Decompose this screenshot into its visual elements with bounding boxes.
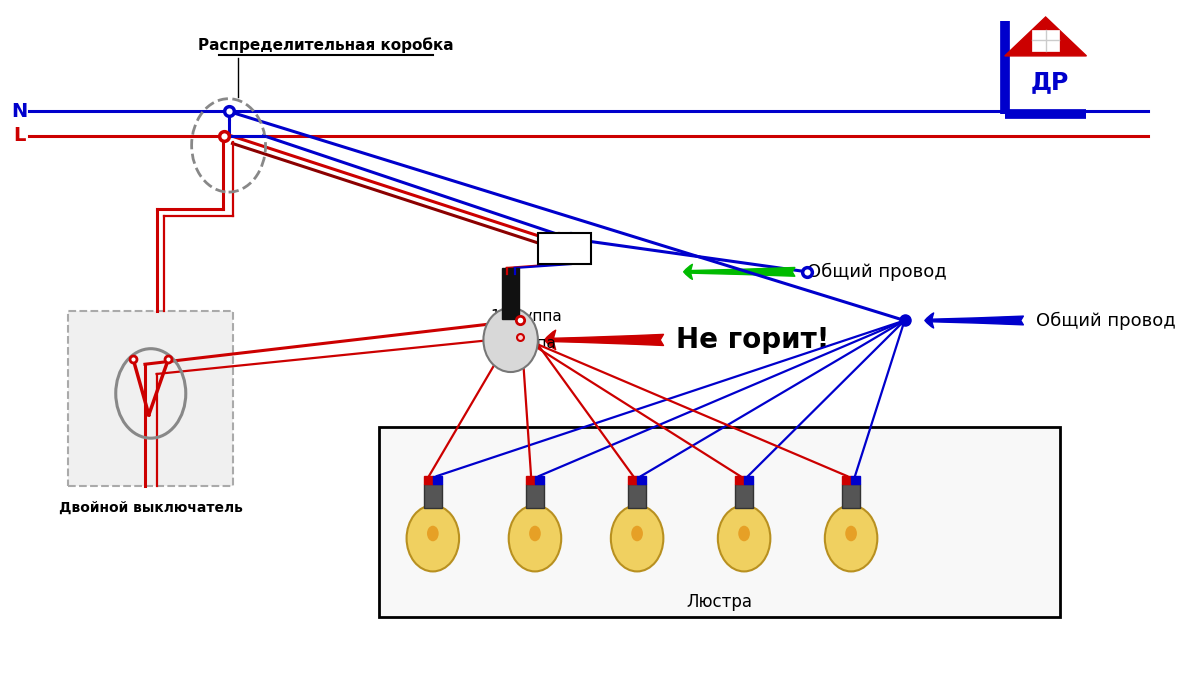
FancyBboxPatch shape	[433, 476, 442, 484]
Ellipse shape	[845, 526, 857, 541]
FancyBboxPatch shape	[379, 427, 1061, 617]
Text: 2группа: 2группа	[491, 336, 557, 351]
Text: Общий провод: Общий провод	[808, 263, 947, 281]
FancyBboxPatch shape	[736, 484, 752, 508]
FancyBboxPatch shape	[424, 476, 433, 484]
Ellipse shape	[738, 526, 750, 541]
FancyBboxPatch shape	[424, 484, 442, 508]
Text: Люстра: Люстра	[686, 593, 752, 612]
FancyBboxPatch shape	[629, 484, 646, 508]
Text: L: L	[13, 126, 25, 145]
FancyBboxPatch shape	[637, 476, 646, 484]
FancyBboxPatch shape	[842, 484, 860, 508]
FancyBboxPatch shape	[842, 476, 851, 484]
Ellipse shape	[509, 506, 562, 572]
FancyBboxPatch shape	[851, 476, 860, 484]
FancyBboxPatch shape	[527, 476, 535, 484]
Text: Не горит!: Не горит!	[676, 326, 829, 354]
FancyBboxPatch shape	[1032, 30, 1060, 51]
FancyBboxPatch shape	[629, 476, 637, 484]
Ellipse shape	[631, 526, 643, 541]
Text: ДР: ДР	[1031, 70, 1069, 95]
Ellipse shape	[529, 526, 541, 541]
Polygon shape	[1004, 17, 1086, 56]
Ellipse shape	[407, 506, 460, 572]
Text: Общий провод: Общий провод	[1036, 311, 1176, 329]
Ellipse shape	[718, 506, 770, 572]
Ellipse shape	[611, 506, 664, 572]
Text: 1 группа: 1 группа	[491, 309, 562, 324]
FancyBboxPatch shape	[736, 476, 744, 484]
FancyBboxPatch shape	[538, 233, 592, 264]
FancyBboxPatch shape	[502, 268, 520, 319]
FancyBboxPatch shape	[744, 476, 752, 484]
Ellipse shape	[484, 308, 538, 372]
FancyBboxPatch shape	[535, 476, 544, 484]
Text: Двойной выключатель: Двойной выключатель	[59, 500, 242, 514]
Text: Распределительная коробка: Распределительная коробка	[198, 37, 454, 53]
Text: N: N	[11, 102, 28, 121]
FancyBboxPatch shape	[527, 484, 544, 508]
Ellipse shape	[427, 526, 439, 541]
FancyBboxPatch shape	[68, 310, 234, 486]
Ellipse shape	[824, 506, 877, 572]
